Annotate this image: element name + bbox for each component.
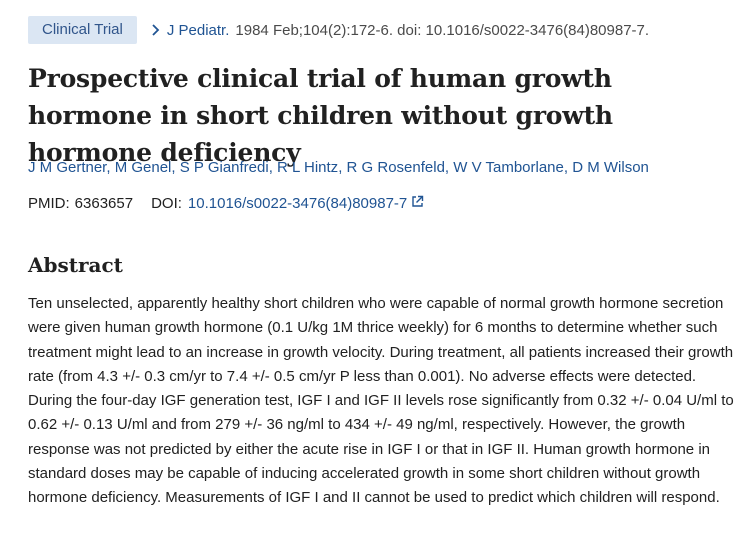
chevron-right-icon[interactable] — [151, 23, 161, 37]
author-link[interactable]: J M Gertner — [28, 159, 107, 176]
author-link[interactable]: M Genel — [114, 159, 172, 176]
author-list: J M Gertner, M Genel, S P Gianfredi, R L… — [28, 159, 649, 176]
journal-link[interactable]: J Pediatr. — [166, 21, 230, 39]
author-link[interactable]: W V Tamborlane — [453, 159, 564, 176]
doi-link[interactable]: 10.1016/s0022-3476(84)80987-7 — [187, 195, 408, 212]
identifiers-row: PMID: 6363657 DOI: 10.1016/s0022-3476(84… — [28, 194, 424, 214]
publication-type-badge[interactable]: Clinical Trial — [28, 16, 137, 44]
doi-label: DOI: — [151, 195, 182, 212]
pmid-value: 6363657 — [74, 195, 134, 212]
author-link[interactable]: D M Wilson — [572, 159, 649, 176]
abstract-text: Ten unselected, apparently healthy short… — [28, 295, 734, 507]
article-title: Prospective clinical trial of human grow… — [28, 64, 613, 167]
pmid-label: PMID: — [28, 195, 70, 212]
author-link[interactable]: R G Rosenfeld — [346, 159, 445, 176]
abstract-heading: Abstract — [28, 253, 123, 277]
external-link-icon[interactable] — [411, 194, 424, 214]
author-link[interactable]: R L Hintz — [277, 159, 339, 176]
citation-details: 1984 Feb;104(2):172-6. doi: 10.1016/s002… — [235, 21, 650, 39]
article-meta-row: Clinical Trial J Pediatr. 1984 Feb;104(2… — [28, 16, 649, 44]
author-link[interactable]: S P Gianfredi — [179, 159, 269, 176]
